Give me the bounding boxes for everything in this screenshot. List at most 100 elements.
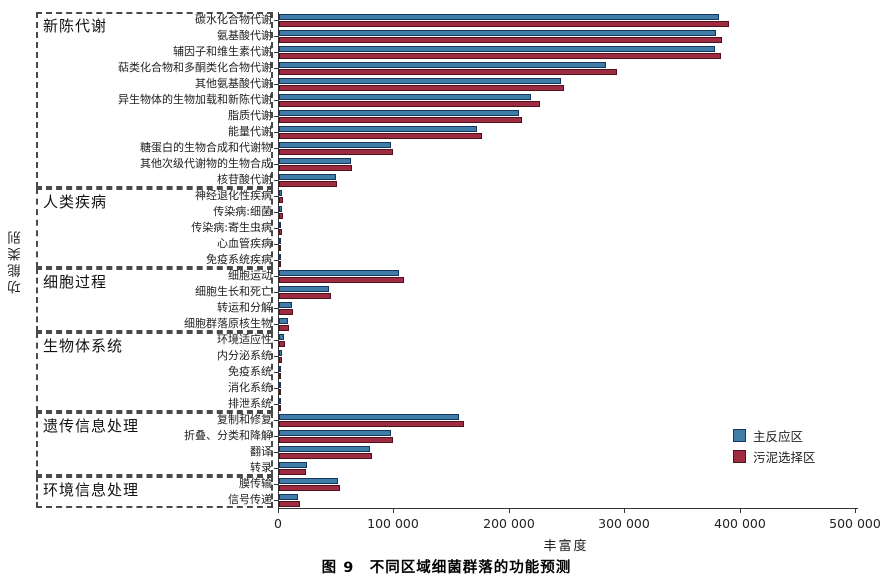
bar-main-reaction-zone bbox=[279, 398, 281, 404]
bar-sludge-selection-zone bbox=[279, 373, 281, 379]
bar-main-reaction-zone bbox=[279, 222, 281, 228]
legend-swatch-red bbox=[733, 450, 746, 463]
category-label: 复制和修复 bbox=[217, 413, 272, 426]
y-tick bbox=[274, 196, 278, 197]
y-tick bbox=[274, 308, 278, 309]
bar-main-reaction-zone bbox=[279, 158, 351, 164]
category-label: 折叠、分类和降解 bbox=[184, 429, 272, 442]
category-label: 神经退化性疾病 bbox=[195, 189, 272, 202]
category-label: 免疫系统疾病 bbox=[206, 253, 272, 266]
y-axis-line bbox=[278, 12, 279, 508]
bar-sludge-selection-zone bbox=[279, 277, 404, 283]
category-label: 细胞生长和死亡 bbox=[195, 285, 272, 298]
y-tick bbox=[274, 324, 278, 325]
legend-swatch-blue bbox=[733, 429, 746, 442]
bar-sludge-selection-zone bbox=[279, 293, 331, 299]
bar-sludge-selection-zone bbox=[279, 117, 522, 123]
category-label: 膜传输 bbox=[239, 477, 272, 490]
bar-sludge-selection-zone bbox=[279, 501, 300, 507]
bar-main-reaction-zone bbox=[279, 430, 391, 436]
bar-sludge-selection-zone bbox=[279, 181, 337, 187]
bar-sludge-selection-zone bbox=[279, 245, 281, 251]
legend-item-sludge-selection-zone: 污泥选择区 bbox=[733, 446, 816, 467]
bar-main-reaction-zone bbox=[279, 238, 281, 244]
y-tick bbox=[274, 340, 278, 341]
y-tick bbox=[274, 372, 278, 373]
x-tick-label: 400 000 bbox=[714, 516, 766, 531]
bar-main-reaction-zone bbox=[279, 78, 561, 84]
category-label: 转运和分解 bbox=[217, 301, 272, 314]
y-tick bbox=[274, 356, 278, 357]
x-tick bbox=[624, 508, 625, 513]
y-tick bbox=[274, 132, 278, 133]
bar-sludge-selection-zone bbox=[279, 469, 306, 475]
bar-main-reaction-zone bbox=[279, 334, 284, 340]
bar-main-reaction-zone bbox=[279, 142, 391, 148]
bar-main-reaction-zone bbox=[279, 110, 519, 116]
y-tick bbox=[274, 180, 278, 181]
bar-sludge-selection-zone bbox=[279, 405, 281, 411]
legend-label: 主反应区 bbox=[753, 429, 804, 444]
category-label: 转录 bbox=[250, 461, 272, 474]
group-box: 人类疾病 bbox=[36, 188, 273, 268]
x-tick bbox=[509, 508, 510, 513]
category-label: 糖蛋白的生物合成和代谢物 bbox=[140, 141, 272, 154]
bar-main-reaction-zone bbox=[279, 446, 370, 452]
y-tick bbox=[274, 468, 278, 469]
x-tick-label: 200 000 bbox=[483, 516, 535, 531]
category-label: 核苷酸代谢 bbox=[217, 173, 272, 186]
bar-main-reaction-zone bbox=[279, 462, 307, 468]
bar-sludge-selection-zone bbox=[279, 197, 283, 203]
group-title: 生物体系统 bbox=[43, 337, 124, 355]
y-tick bbox=[274, 484, 278, 485]
y-tick bbox=[274, 276, 278, 277]
group-title: 人类疾病 bbox=[43, 193, 108, 211]
x-tick-label: 0 bbox=[274, 516, 282, 531]
bar-main-reaction-zone bbox=[279, 494, 298, 500]
category-label: 内分泌系统 bbox=[217, 349, 272, 362]
legend: 主反应区 污泥选择区 bbox=[733, 425, 816, 467]
category-label: 环境适应性 bbox=[217, 333, 272, 346]
bar-main-reaction-zone bbox=[279, 382, 281, 388]
bar-sludge-selection-zone bbox=[279, 485, 340, 491]
group-box: 细胞过程 bbox=[36, 268, 273, 332]
y-tick bbox=[274, 452, 278, 453]
group-title: 新陈代谢 bbox=[43, 17, 108, 35]
figure-caption: 图 9 不同区域细菌群落的功能预测 bbox=[321, 560, 572, 576]
x-tick bbox=[740, 508, 741, 513]
category-label: 其他次级代谢物的生物合成 bbox=[140, 157, 272, 170]
bar-main-reaction-zone bbox=[279, 350, 282, 356]
bar-main-reaction-zone bbox=[279, 366, 281, 372]
x-tick bbox=[855, 508, 856, 513]
y-tick bbox=[274, 164, 278, 165]
group-box: 遗传信息处理 bbox=[36, 412, 273, 476]
x-tick bbox=[393, 508, 394, 513]
category-label: 细胞群落原核生物 bbox=[184, 317, 272, 330]
category-label: 辅因子和维生素代谢 bbox=[173, 45, 272, 58]
y-tick bbox=[274, 36, 278, 37]
bar-sludge-selection-zone bbox=[279, 21, 729, 27]
bar-sludge-selection-zone bbox=[279, 357, 282, 363]
bar-sludge-selection-zone bbox=[279, 149, 393, 155]
group-box: 生物体系统 bbox=[36, 332, 273, 412]
bar-sludge-selection-zone bbox=[279, 53, 721, 59]
bar-main-reaction-zone bbox=[279, 206, 282, 212]
category-label: 心血管疾病 bbox=[217, 237, 272, 250]
y-tick bbox=[274, 116, 278, 117]
y-tick bbox=[274, 260, 278, 261]
y-tick bbox=[274, 52, 278, 53]
bar-main-reaction-zone bbox=[279, 302, 292, 308]
bar-sludge-selection-zone bbox=[279, 37, 722, 43]
category-label: 脂质代谢 bbox=[228, 109, 272, 122]
y-tick bbox=[274, 148, 278, 149]
group-box: 新陈代谢 bbox=[36, 12, 273, 188]
x-axis-label: 丰富度 bbox=[543, 539, 589, 554]
bar-main-reaction-zone bbox=[279, 46, 715, 52]
bar-main-reaction-zone bbox=[279, 286, 329, 292]
category-label: 消化系统 bbox=[228, 381, 272, 394]
category-label: 翻译 bbox=[250, 445, 272, 458]
bar-sludge-selection-zone bbox=[279, 85, 564, 91]
y-tick bbox=[274, 404, 278, 405]
y-tick bbox=[274, 20, 278, 21]
